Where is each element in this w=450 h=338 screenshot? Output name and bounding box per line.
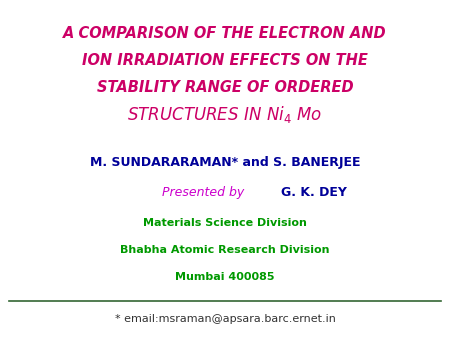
Text: Mumbai 400085: Mumbai 400085 (175, 272, 275, 282)
Text: ION IRRADIATION EFFECTS ON THE: ION IRRADIATION EFFECTS ON THE (82, 53, 368, 68)
Text: STABILITY RANGE OF ORDERED: STABILITY RANGE OF ORDERED (97, 80, 353, 95)
Text: Presented by: Presented by (162, 186, 252, 199)
Text: M. SUNDARARAMAN* and S. BANERJEE: M. SUNDARARAMAN* and S. BANERJEE (90, 156, 360, 169)
Text: G. K. DEY: G. K. DEY (281, 186, 347, 199)
Text: * email:msraman@apsara.barc.ernet.in: * email:msraman@apsara.barc.ernet.in (115, 314, 335, 324)
Text: $\mathit{STRUCTURES\ IN\ Ni_4\ Mo}$: $\mathit{STRUCTURES\ IN\ Ni_4\ Mo}$ (127, 104, 323, 125)
Text: Materials Science Division: Materials Science Division (143, 218, 307, 228)
Text: Bhabha Atomic Research Division: Bhabha Atomic Research Division (120, 245, 330, 255)
Text: A COMPARISON OF THE ELECTRON AND: A COMPARISON OF THE ELECTRON AND (63, 26, 387, 41)
